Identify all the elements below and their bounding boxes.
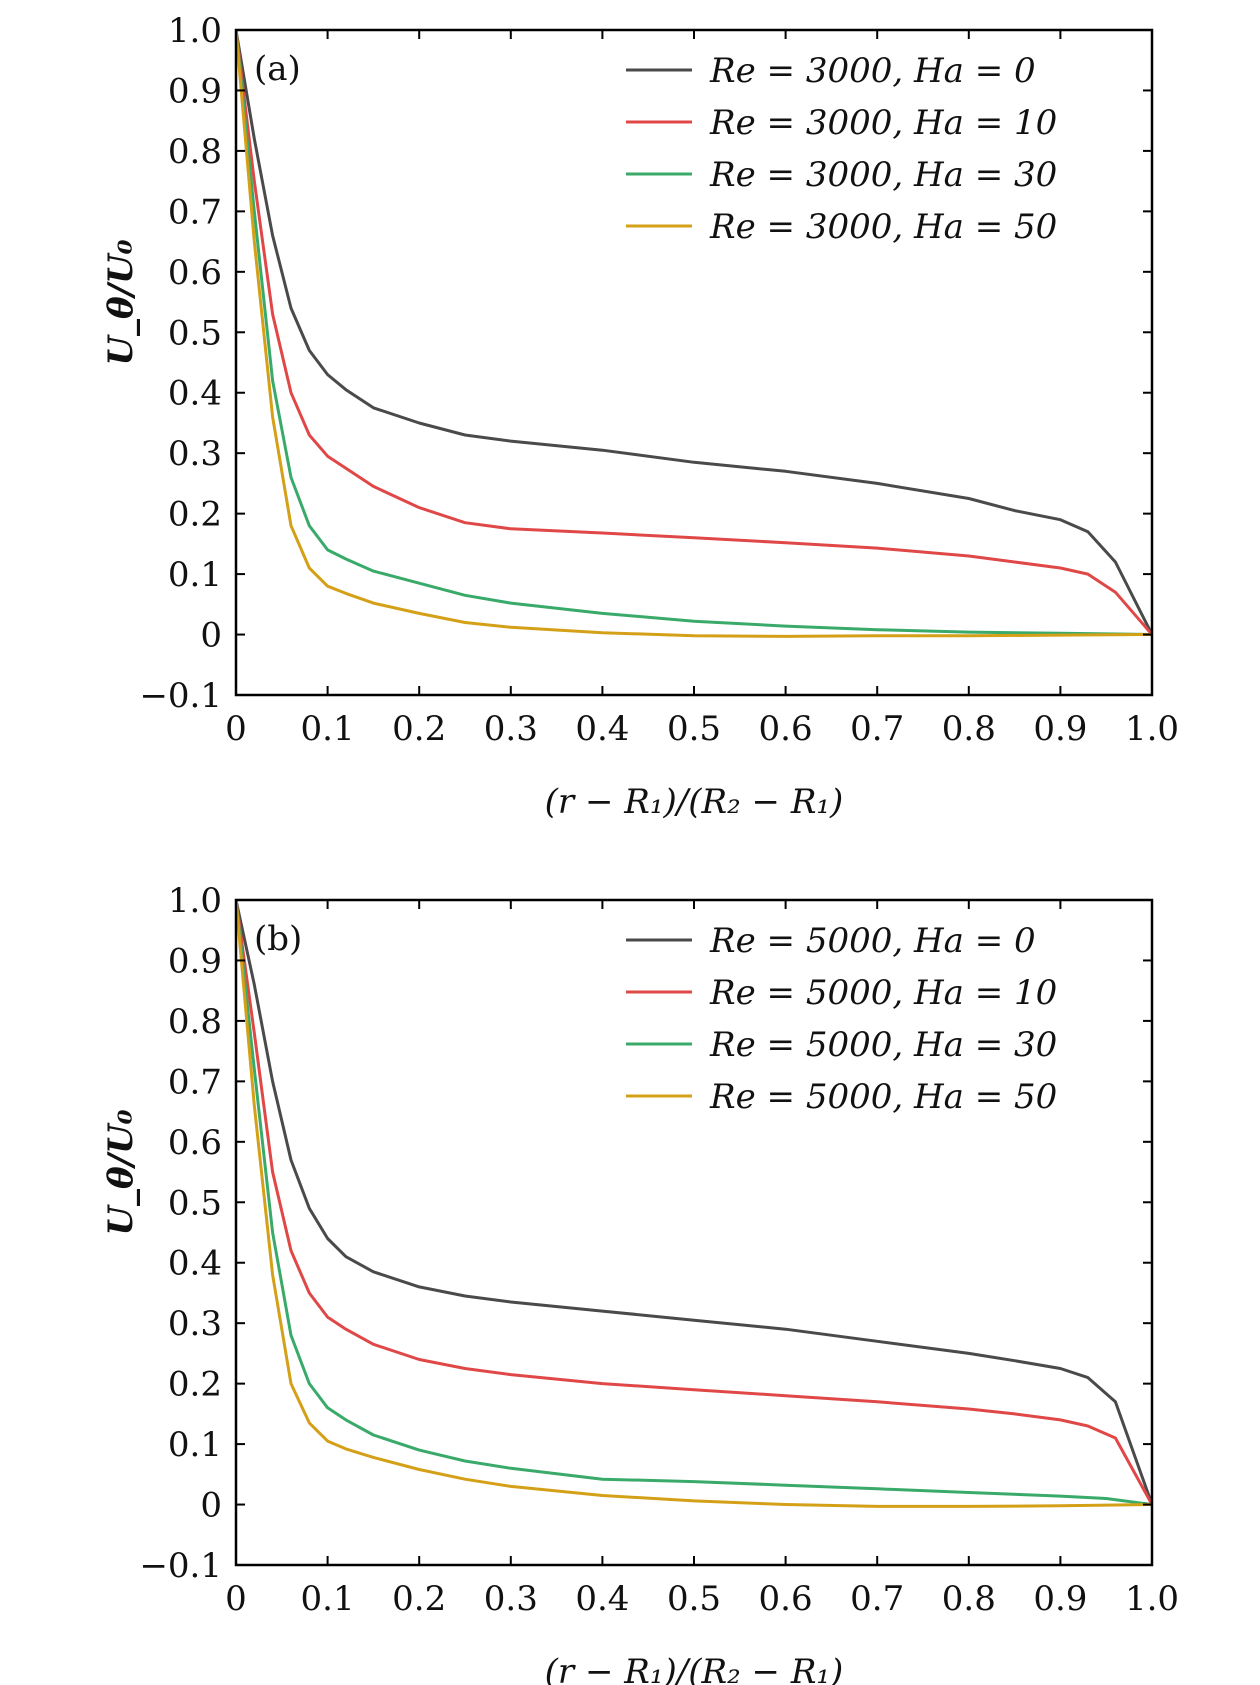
- x-tick-label: 0.5: [667, 1579, 721, 1619]
- y-tick-label: 0.6: [168, 1123, 222, 1163]
- y-tick-label: 0.7: [168, 192, 222, 232]
- x-tick-label: 0.1: [301, 1579, 355, 1619]
- legend-label: Re = 5000, Ha = 50: [709, 1077, 1057, 1117]
- y-axis-title: U_θ/U₀: [101, 1109, 141, 1235]
- y-tick-label: 1.0: [168, 881, 222, 921]
- series-line-4: [236, 900, 1152, 1508]
- y-tick-label: −0.1: [139, 676, 222, 716]
- x-tick-label: 0.7: [850, 1579, 904, 1619]
- y-tick-label: 0.5: [168, 1183, 222, 1223]
- y-tick-label: 0.2: [168, 495, 222, 535]
- y-tick-label: 0: [200, 616, 222, 656]
- y-tick-label: 0.1: [168, 555, 222, 595]
- chart-panel-a: 0 0.1 0.2 0.3 0.4 0.5 0.6 0.7 0.8 0.9 1.0−0.100.10…: [101, 11, 1179, 822]
- x-tick-label: 0.4: [575, 1579, 629, 1619]
- y-tick-label: 1.0: [168, 11, 222, 51]
- x-tick-label: 0: [225, 1579, 247, 1619]
- series-line-2: [236, 900, 1152, 1506]
- legend-label: Re = 3000, Ha = 0: [709, 51, 1036, 91]
- y-tick-label: 0.9: [168, 71, 222, 111]
- y-tick-label: 0.9: [168, 941, 222, 981]
- y-tick-label: 0.3: [168, 1304, 222, 1344]
- x-tick-label: 0.2: [392, 1579, 446, 1619]
- y-tick-label: 0.8: [168, 1002, 222, 1042]
- x-tick-label: 0.7: [850, 709, 904, 749]
- legend-label: Re = 3000, Ha = 50: [709, 207, 1057, 247]
- y-tick-label: −0.1: [139, 1546, 222, 1586]
- chart-panel-b: 0 0.1 0.2 0.3 0.4 0.5 0.6 0.7 0.8 0.9 1.0−0.100.10…: [101, 881, 1179, 1685]
- y-tick-label: 0: [200, 1486, 222, 1526]
- x-tick-label: 0.9: [1033, 1579, 1087, 1619]
- x-tick-label: 0.6: [759, 1579, 813, 1619]
- x-tick-label: 0.4: [575, 709, 629, 749]
- x-tick-label: 0.5: [667, 709, 721, 749]
- legend: Re = 5000, Ha = 0 Re = 5000, Ha = 10 Re = …: [626, 921, 1057, 1117]
- x-tick-label: 0.2: [392, 709, 446, 749]
- y-tick-label: 0.2: [168, 1365, 222, 1405]
- legend-label: Re = 5000, Ha = 0: [709, 921, 1036, 961]
- legend-label: Re = 3000, Ha = 10: [709, 103, 1057, 143]
- x-tick-label: 0: [225, 709, 247, 749]
- x-tick-label: 0.8: [942, 1579, 996, 1619]
- legend: Re = 3000, Ha = 0 Re = 3000, Ha = 10 Re = …: [626, 51, 1057, 247]
- y-tick-label: 0.7: [168, 1062, 222, 1102]
- series-line-4: [236, 30, 1152, 638]
- legend-label: Re = 3000, Ha = 30: [709, 155, 1057, 195]
- x-tick-label: 1.0: [1125, 1579, 1179, 1619]
- legend-label: Re = 5000, Ha = 30: [709, 1025, 1057, 1065]
- y-tick-label: 0.4: [168, 1244, 222, 1284]
- y-tick-label: 0.4: [168, 374, 222, 414]
- panel-label: (b): [254, 919, 302, 959]
- panel-label: (a): [254, 49, 301, 89]
- x-tick-label: 0.3: [484, 1579, 538, 1619]
- y-tick-label: 0.6: [168, 253, 222, 293]
- series-line-3: [236, 900, 1152, 1506]
- y-tick-label: 0.3: [168, 434, 222, 474]
- y-axis-title: U_θ/U₀: [101, 239, 141, 365]
- x-axis-title: (r − R₁)/(R₂ − R₁): [545, 782, 844, 822]
- series-line-3: [236, 30, 1152, 636]
- x-tick-label: 0.3: [484, 709, 538, 749]
- x-tick-label: 1.0: [1125, 709, 1179, 749]
- y-tick-label: 0.8: [168, 132, 222, 172]
- x-tick-label: 0.8: [942, 709, 996, 749]
- y-tick-label: 0.5: [168, 313, 222, 353]
- series-line-2: [236, 30, 1152, 636]
- x-tick-label: 0.6: [759, 709, 813, 749]
- y-tick-label: 0.1: [168, 1425, 222, 1465]
- x-tick-label: 0.1: [301, 709, 355, 749]
- x-tick-label: 0.9: [1033, 709, 1087, 749]
- series-line-1: [236, 900, 1152, 1506]
- legend-label: Re = 5000, Ha = 10: [709, 973, 1057, 1013]
- x-axis-title: (r − R₁)/(R₂ − R₁): [545, 1652, 844, 1685]
- series-line-1: [236, 30, 1152, 636]
